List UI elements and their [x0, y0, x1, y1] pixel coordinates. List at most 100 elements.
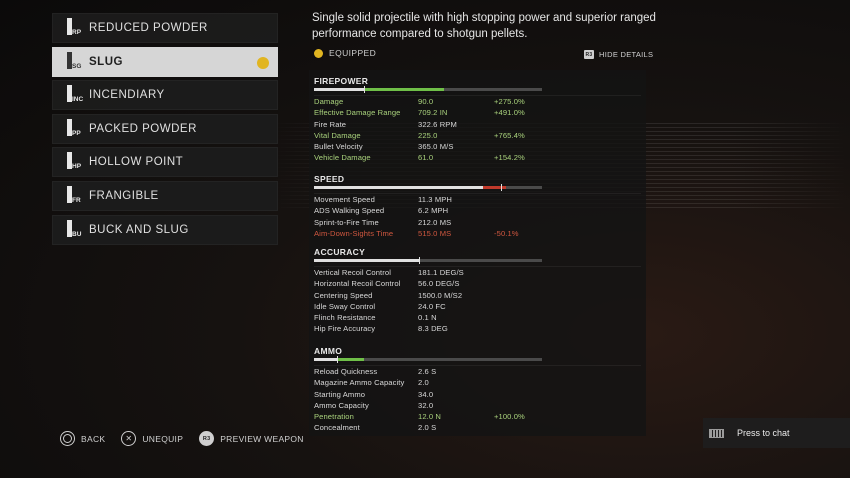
section-title: AMMO — [314, 346, 343, 356]
stat-row: Hip Fire Accuracy 8.3 DEG — [314, 323, 641, 334]
stat-value: 11.3 MPH — [418, 195, 452, 204]
stat-row: Centering Speed 1500.0 M/S2 — [314, 290, 641, 301]
section-accuracy: ACCURACY Vertical Recoil Control 181.1 DEG… — [314, 247, 641, 335]
equipped-dot-icon — [314, 48, 323, 58]
unequip-prompt[interactable]: ✕ UNEQUIP — [121, 431, 183, 446]
cross-button-icon: ✕ — [121, 431, 137, 446]
stat-delta — [494, 422, 574, 433]
stat-delta — [494, 323, 574, 334]
stat-delta — [494, 267, 574, 278]
section-speed: SPEED Movement Speed 11.3 MPH ADS Walking S… — [314, 174, 641, 239]
stat-name: Damage — [314, 97, 344, 106]
stat-delta — [494, 205, 574, 216]
stat-value: 225.0 — [418, 130, 438, 140]
stat-delta — [494, 217, 574, 228]
stat-name: Concealment — [314, 423, 360, 433]
stat-row: Penetration 12.0 N +100.0% — [314, 411, 641, 422]
stat-delta: +154.2% — [494, 153, 525, 163]
stat-name: Idle Sway Control — [314, 301, 376, 311]
ammo-abbr: HP — [72, 163, 82, 171]
ammo-abbr: RP — [72, 29, 82, 36]
ammo-label: SLUG — [89, 55, 123, 68]
stat-delta — [494, 194, 574, 205]
stat-row: Bullet Velocity 365.0 M/S — [314, 141, 641, 152]
stat-value: 212.0 MS — [418, 217, 452, 227]
shell-icon: BU — [65, 215, 85, 245]
stat-row: Concealment 2.0 S — [314, 422, 641, 433]
stat-row: ADS Walking Speed 6.2 MPH — [314, 205, 641, 216]
stat-value: 0.1 N — [418, 313, 437, 323]
stat-name: Vehicle Damage — [314, 153, 371, 163]
hide-details-label: HIDE DETAILS — [599, 50, 654, 59]
stat-name: Effective Damage Range — [314, 108, 401, 118]
stat-value: 12.0 N — [418, 412, 441, 422]
ammo-label: PACKED POWDER — [89, 122, 197, 135]
stat-row: Damage 90.0 +275.0% — [314, 96, 641, 107]
shell-icon: PP — [65, 114, 85, 144]
stat-bar — [314, 86, 542, 93]
ammo-abbr: INC — [72, 96, 84, 104]
stat-name: Centering Speed — [314, 290, 373, 300]
ammo-label: HOLLOW POINT — [89, 156, 184, 169]
stat-value: 2.0 — [418, 378, 429, 388]
stat-name: Flinch Resistance — [314, 313, 376, 323]
ammo-type-list: RP REDUCED POWDER SG SLUG INC INCENDIARY PP PAC… — [52, 13, 278, 248]
stat-row: Reload Quickness 2.6 S — [314, 366, 641, 377]
ammo-item-bu[interactable]: BU BUCK AND SLUG — [52, 214, 278, 245]
stat-name: Vertical Recoil Control — [314, 268, 392, 277]
ammo-abbr: SG — [72, 62, 82, 70]
stat-value: 181.1 DEG/S — [418, 268, 464, 277]
chat-label: Press to chat — [737, 428, 790, 438]
stat-delta — [494, 312, 574, 323]
stat-delta — [494, 141, 574, 152]
stat-value: 56.0 DEG/S — [418, 279, 460, 289]
hide-details-button[interactable]: R3 HIDE DETAILS — [584, 50, 653, 59]
shell-icon: INC — [65, 80, 85, 110]
section-ammo: AMMO Reload Quickness 2.6 S Magazine Ammo C… — [314, 346, 641, 434]
unequip-label: UNEQUIP — [142, 433, 184, 444]
stat-name: Penetration — [314, 412, 354, 422]
stat-delta — [494, 366, 574, 377]
ammo-label: INCENDIARY — [89, 89, 165, 102]
stat-name: Starting Ammo — [314, 389, 366, 399]
ammo-item-inc[interactable]: INC INCENDIARY — [52, 80, 278, 111]
stat-row: Vital Damage 225.0 +765.4% — [314, 130, 641, 141]
stat-delta: +100.0% — [494, 412, 525, 422]
stat-value: 322.6 RPM — [418, 119, 457, 129]
stat-value: 8.3 DEG — [418, 324, 448, 334]
stat-delta — [494, 278, 574, 289]
ammo-abbr: FR — [72, 196, 81, 204]
ammo-label: REDUCED POWDER — [89, 22, 208, 34]
stats-panel: FIREPOWER Damage 90.0 +275.0% Effective Dama… — [309, 70, 646, 436]
ammo-item-fr[interactable]: FR FRANGIBLE — [52, 180, 278, 211]
stat-delta: +491.0% — [494, 108, 525, 118]
section-firepower: FIREPOWER Damage 90.0 +275.0% Effective Dama… — [314, 76, 641, 164]
button-prompts: BACK ✕ UNEQUIP R3 PREVIEW WEAPON — [60, 431, 320, 446]
stat-row: Effective Damage Range 709.2 IN +491.0% — [314, 107, 641, 118]
stat-name: Aim-Down-Sights Time — [314, 228, 394, 238]
stat-delta — [494, 389, 574, 400]
stat-row: Sprint-to-Fire Time 212.0 MS — [314, 217, 641, 228]
back-prompt[interactable]: BACK — [60, 431, 105, 446]
stat-value: 24.0 FC — [418, 301, 446, 311]
stat-value: 34.0 — [418, 389, 434, 399]
stat-row: Fire Rate 322.6 RPM — [314, 119, 641, 130]
ammo-item-rp[interactable]: RP REDUCED POWDER — [52, 13, 278, 43]
ammo-item-sg[interactable]: SG SLUG — [52, 46, 278, 77]
stat-delta — [494, 290, 574, 301]
preview-weapon-prompt[interactable]: R3 PREVIEW WEAPON — [199, 431, 304, 446]
equipped-indicator: EQUIPPED — [314, 48, 376, 58]
stat-delta: -50.1% — [494, 228, 519, 238]
stat-name: Fire Rate — [314, 119, 347, 129]
section-title: FIREPOWER — [314, 76, 369, 86]
chat-prompt[interactable]: Press to chat — [703, 418, 850, 448]
shell-icon: HP — [65, 147, 85, 177]
ammo-item-hp[interactable]: HP HOLLOW POINT — [52, 147, 278, 178]
section-title: ACCURACY — [314, 247, 366, 257]
stat-row: Idle Sway Control 24.0 FC — [314, 301, 641, 312]
stat-name: Ammo Capacity — [314, 400, 369, 410]
ammo-item-pp[interactable]: PP PACKED POWDER — [52, 113, 278, 144]
ammo-abbr: BU — [72, 230, 82, 238]
preview-weapon-label: PREVIEW WEAPON — [220, 433, 304, 444]
equipped-dot-icon — [257, 56, 269, 69]
